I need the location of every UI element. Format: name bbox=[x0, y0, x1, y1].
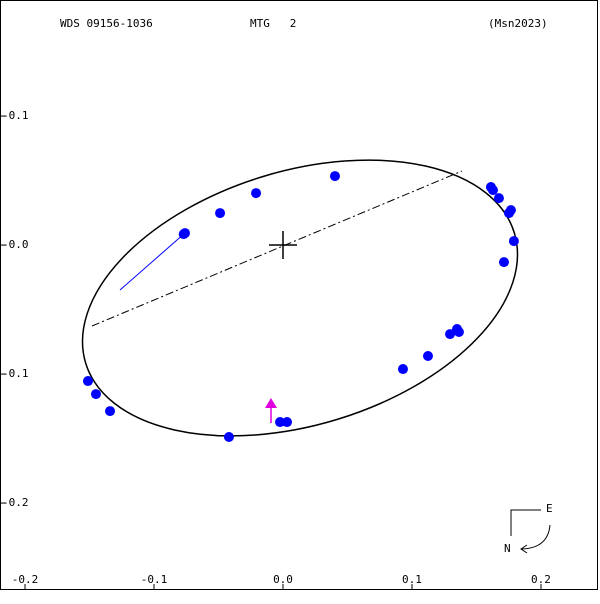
reference: (Msn2023) bbox=[488, 17, 548, 30]
chart-subtitle: MTG 2 bbox=[250, 17, 296, 30]
observation bbox=[82, 376, 93, 387]
observation bbox=[275, 417, 286, 428]
observation bbox=[508, 236, 519, 247]
y-tick-label: -0.0 bbox=[2, 238, 29, 251]
observation bbox=[215, 208, 226, 219]
observation bbox=[178, 229, 189, 240]
observation bbox=[422, 351, 433, 362]
observation bbox=[488, 185, 499, 196]
compass-east: E bbox=[546, 502, 553, 515]
compass-north: N bbox=[504, 542, 511, 555]
observation bbox=[445, 329, 456, 340]
observation bbox=[503, 208, 514, 219]
line-of-nodes bbox=[91, 170, 463, 327]
chart-title: WDS 09156-1036 bbox=[60, 17, 153, 30]
compass bbox=[510, 509, 541, 536]
observation bbox=[105, 406, 116, 417]
motion-arrow-head bbox=[265, 398, 277, 408]
observation bbox=[493, 193, 504, 204]
observation bbox=[397, 364, 408, 375]
x-tick-label: -0.1 bbox=[141, 573, 168, 586]
x-tick-label: 0.1 bbox=[402, 573, 422, 586]
compass-arrow bbox=[520, 544, 528, 554]
frame bbox=[0, 0, 598, 590]
orbit bbox=[81, 159, 519, 437]
observation bbox=[223, 432, 234, 443]
x-tick-label: 0.0 bbox=[273, 573, 293, 586]
x-tick-label: -0.2 bbox=[12, 573, 39, 586]
observation bbox=[453, 327, 464, 338]
observation bbox=[329, 171, 340, 182]
y-tick-label: -0.1 bbox=[2, 109, 29, 122]
observation bbox=[498, 257, 509, 268]
observation bbox=[251, 188, 262, 199]
y-tick-label: -0.1 bbox=[2, 367, 29, 380]
observation bbox=[282, 417, 293, 428]
x-tick-label: 0.2 bbox=[531, 573, 551, 586]
residual-line bbox=[119, 232, 186, 291]
observation bbox=[90, 389, 101, 400]
compass-arc bbox=[521, 524, 551, 550]
y-tick-label: -0.2 bbox=[2, 496, 29, 509]
